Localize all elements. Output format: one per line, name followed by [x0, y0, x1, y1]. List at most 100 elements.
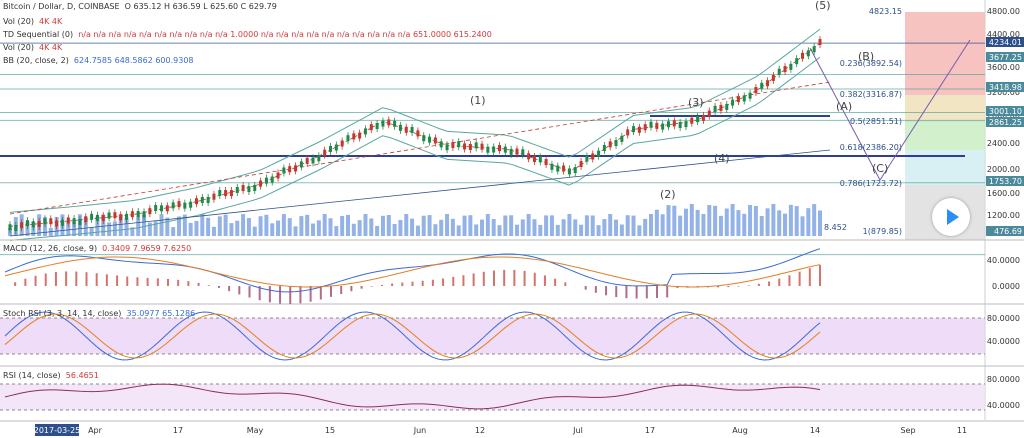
symbol-title[interactable]: Bitcoin / Dollar, D, COINBASE	[3, 2, 120, 11]
bb-legend[interactable]: BB (20, close, 2) 624.7585 648.5862 600.…	[3, 56, 194, 65]
vol-legend[interactable]: Vol (20) 4K 4K	[3, 17, 62, 26]
price-tag-label: 3418.98	[989, 83, 1022, 92]
candle-body	[463, 143, 467, 150]
volume-bar	[404, 214, 409, 236]
macd-legend[interactable]: MACD (12, 26, close, 9) 0.3409 7.9659 7.…	[3, 244, 191, 253]
candle-body	[637, 126, 641, 133]
volume-bar	[130, 227, 135, 236]
macd-histogram-bar	[421, 280, 424, 286]
wave-label: (4)	[714, 152, 730, 165]
candle-body	[573, 167, 577, 174]
candle-body	[562, 165, 566, 172]
candle-body	[305, 157, 309, 164]
wave-label: (B)	[858, 50, 874, 63]
macd-histogram-bar	[808, 268, 811, 286]
volume-bar	[316, 220, 321, 236]
volume-bar	[596, 225, 601, 236]
stoch-legend-values: 35.0977 65.1286	[126, 309, 196, 318]
fib-level-label: 0.5(2851.51)	[850, 117, 902, 126]
td-legend-values: n/a n/a n/a n/a n/a n/a n/a n/a n/a n/a …	[78, 30, 492, 39]
macd-histogram-bar	[279, 286, 282, 304]
volume-bar	[427, 215, 432, 236]
play-button[interactable]	[932, 198, 970, 236]
macd-histogram-bar	[370, 286, 373, 287]
volume-bar	[450, 218, 455, 236]
macd-histogram-bar	[717, 286, 720, 288]
macd-histogram-bar	[228, 286, 231, 292]
rsi-legend[interactable]: RSI (14, close) 56.4651	[3, 371, 99, 380]
volume-bar	[118, 214, 123, 236]
td-legend[interactable]: TD Sequential (0) n/a n/a n/a n/a n/a n/…	[3, 30, 492, 39]
volume-bar	[783, 213, 788, 236]
fib-labels: 4823.15 0.236(3892.54) 0.382(3316.87) 0.5(2…	[840, 7, 902, 236]
stoch-legend[interactable]: Stoch RSI (3, 3, 14, 14, close) 35.0977 …	[3, 309, 195, 318]
macd-histogram-bar	[54, 272, 57, 286]
candle-body	[550, 163, 554, 170]
candle-body	[66, 217, 70, 224]
volume-bar	[468, 215, 473, 236]
candle-body	[806, 50, 810, 57]
candle-body	[398, 124, 402, 131]
candle-body	[375, 123, 379, 130]
candle-body	[544, 159, 548, 166]
macd-histogram-bar	[584, 286, 587, 290]
macd-histogram-bar	[207, 285, 210, 286]
volume-bar	[777, 210, 782, 236]
candle-body	[509, 148, 513, 155]
candle-body	[107, 212, 111, 219]
volume-bar	[270, 223, 275, 236]
macd-histogram-bar	[472, 273, 475, 286]
volume-bar	[182, 214, 187, 236]
macd-histogram-bar	[289, 286, 292, 304]
volume-bar	[229, 223, 234, 236]
vol2-legend[interactable]: Vol (20) 4K 4K	[3, 43, 62, 52]
time-tick-label: 17	[173, 426, 183, 435]
candle-body	[299, 161, 303, 168]
candle-body	[445, 144, 449, 151]
volume-bar	[765, 208, 770, 236]
volume-bar	[66, 222, 71, 236]
volume-bar	[759, 216, 764, 236]
time-tick-label: Sep	[900, 426, 915, 435]
candle-body	[393, 120, 397, 127]
volume-bar	[165, 217, 170, 236]
volume-bar	[176, 216, 181, 236]
macd-histogram-bar	[340, 286, 343, 295]
volume-bar	[264, 214, 269, 236]
candle-body	[433, 137, 437, 144]
volume-bar	[689, 204, 694, 236]
volume-bar	[771, 204, 776, 236]
rsi-pane: 80.0000 40.0000	[4, 375, 1020, 410]
macd-histogram-bar	[95, 273, 98, 286]
trend-channel-bottom	[9, 149, 831, 237]
time-tick-label: 11	[957, 426, 967, 435]
candle-body	[626, 129, 630, 136]
price-tag-label: 4234.01	[989, 38, 1022, 47]
volume-bar	[788, 204, 793, 236]
symbol-header: Bitcoin / Dollar, D, COINBASE O 635.12 H…	[3, 2, 277, 11]
macd-histogram-bar	[778, 278, 781, 286]
volume-bar	[544, 215, 549, 236]
candle-body	[608, 141, 612, 148]
wave-label: (1)	[470, 94, 486, 107]
volume-bar	[194, 220, 199, 236]
rsi-scale-label: 40.0000	[987, 401, 1020, 410]
candle-body	[381, 120, 385, 127]
candle-body	[84, 216, 88, 223]
candle-body	[183, 202, 187, 209]
candle-body	[119, 214, 123, 221]
elliott-wave-labels: (1) (2) (3) (4) (5) (A) (B) (C)	[470, 0, 888, 201]
macd-histogram-bar	[44, 273, 47, 286]
candle-body	[410, 126, 414, 133]
candle-body	[404, 126, 408, 133]
macd-histogram-bar	[523, 270, 526, 286]
candle-body	[101, 215, 105, 222]
macd-histogram-bar	[493, 270, 495, 286]
candle-body	[713, 105, 717, 112]
volume-bar	[503, 215, 508, 236]
candle-body	[130, 211, 134, 218]
candle-body	[795, 58, 799, 65]
candle-body	[241, 185, 245, 192]
volume-bar	[514, 224, 519, 236]
candle-body	[486, 146, 490, 153]
